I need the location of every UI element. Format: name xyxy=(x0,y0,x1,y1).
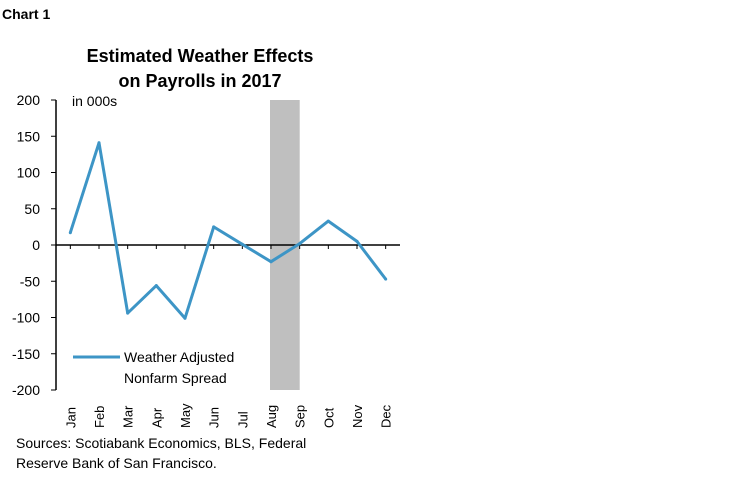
data-point xyxy=(240,242,244,246)
y-tick-label: 0 xyxy=(32,237,40,253)
data-point xyxy=(355,239,359,243)
chart-title-line2: on Payrolls in 2017 xyxy=(118,71,282,91)
data-point xyxy=(154,284,158,288)
series-line xyxy=(68,141,387,320)
x-tick-label: Dec xyxy=(379,404,394,428)
x-tick-label: Oct xyxy=(321,407,336,428)
legend: Weather Adjusted Nonfarm Spread xyxy=(73,349,234,386)
x-tick-label: Apr xyxy=(149,407,164,428)
chart-label: Chart 1 xyxy=(2,6,51,22)
data-point xyxy=(97,141,101,145)
y-tick-label: -150 xyxy=(12,346,40,362)
data-point xyxy=(269,260,273,264)
y-tick-label: 50 xyxy=(24,201,40,217)
source-line2: Reserve Bank of San Francisco. xyxy=(16,455,217,471)
data-point xyxy=(298,242,302,246)
x-tick-label: Sep xyxy=(293,405,308,428)
legend-label-line2: Nonfarm Spread xyxy=(124,370,227,386)
x-tick-label: Jul xyxy=(235,411,250,428)
x-tick-label: Feb xyxy=(92,406,107,428)
chart-title: Estimated Weather Effects on Payrolls in… xyxy=(55,44,345,94)
y-tick-label: -200 xyxy=(12,382,40,398)
y-axis: 200 150 100 50 0 -50 -100 -150 -200 xyxy=(12,92,57,398)
series-group xyxy=(68,141,388,320)
data-point xyxy=(326,219,330,223)
x-tick-label: Jan xyxy=(63,407,78,428)
data-point xyxy=(126,311,130,315)
x-tick-label: Jun xyxy=(207,407,222,428)
source-note: Sources: Scotiabank Economics, BLS, Fede… xyxy=(16,433,376,473)
data-point xyxy=(68,231,72,235)
x-tick-label: May xyxy=(178,403,193,428)
unit-label: in 000s xyxy=(72,93,117,109)
x-tick-label: Aug xyxy=(264,405,279,428)
y-tick-label: -50 xyxy=(20,273,40,289)
y-tick-label: 200 xyxy=(17,92,41,108)
legend-label-line1: Weather Adjusted xyxy=(124,349,234,365)
y-tick-label: 150 xyxy=(17,128,41,144)
source-line1: Sources: Scotiabank Economics, BLS, Fede… xyxy=(16,435,307,451)
data-point xyxy=(212,225,216,229)
chart-title-line1: Estimated Weather Effects xyxy=(86,46,314,66)
x-axis: Jan Feb Mar Apr May Jun Jul Aug Sep Oct Nov Dec xyxy=(63,245,394,428)
x-tick-label: Nov xyxy=(350,404,365,428)
y-tick-label: 100 xyxy=(17,165,41,181)
data-point xyxy=(384,277,388,281)
y-tick-label: -100 xyxy=(12,310,40,326)
x-tick-label: Mar xyxy=(121,405,136,428)
data-point xyxy=(183,316,187,320)
